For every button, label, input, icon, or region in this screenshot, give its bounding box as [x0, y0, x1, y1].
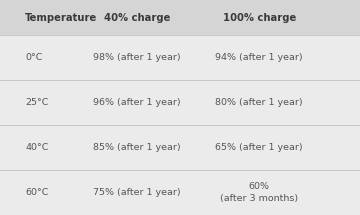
Text: 40% charge: 40% charge	[104, 13, 170, 23]
Text: 75% (after 1 year): 75% (after 1 year)	[93, 188, 181, 197]
Bar	[0, 170, 360, 215]
Text: 94% (after 1 year): 94% (after 1 year)	[215, 53, 303, 62]
Bar	[0, 0, 360, 35]
Text: 0°C: 0°C	[25, 53, 42, 62]
Text: 85% (after 1 year): 85% (after 1 year)	[93, 143, 181, 152]
Text: 60%
(after 3 months): 60% (after 3 months)	[220, 182, 298, 203]
Text: 25°C: 25°C	[25, 98, 49, 107]
Bar	[0, 35, 360, 80]
Bar	[0, 125, 360, 170]
Text: 40°C: 40°C	[25, 143, 49, 152]
Text: 96% (after 1 year): 96% (after 1 year)	[93, 98, 181, 107]
Bar	[0, 80, 360, 125]
Text: 80% (after 1 year): 80% (after 1 year)	[215, 98, 303, 107]
Text: 65% (after 1 year): 65% (after 1 year)	[215, 143, 303, 152]
Text: 60°C: 60°C	[25, 188, 49, 197]
Text: 100% charge: 100% charge	[222, 13, 296, 23]
Text: Temperature: Temperature	[25, 13, 98, 23]
Text: 98% (after 1 year): 98% (after 1 year)	[93, 53, 181, 62]
